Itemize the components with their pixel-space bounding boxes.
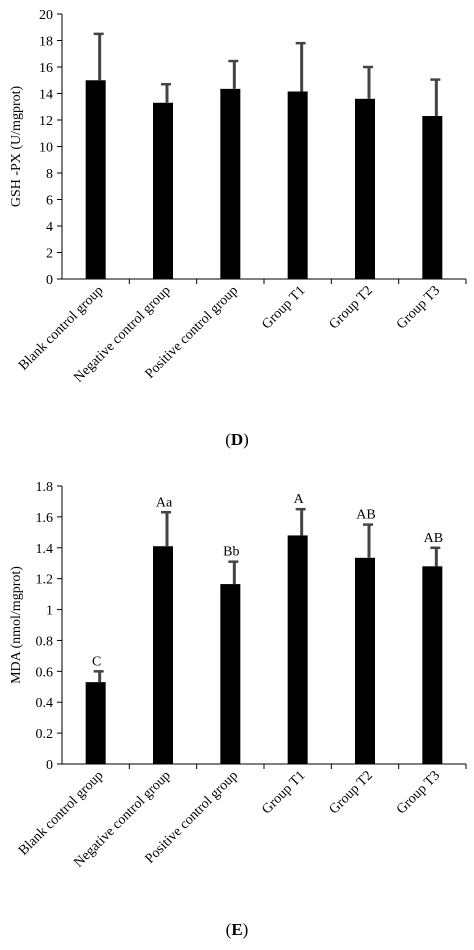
panel-e-bar (85, 682, 106, 764)
panel-d-y-tick-label: 18 (39, 35, 53, 50)
panel-d-bar (153, 102, 173, 280)
panel-d-y-tick-label: 10 (39, 141, 53, 156)
panel-e-y-tick-label: 1.4 (36, 542, 54, 557)
panel-d-y-tick-label: 8 (46, 167, 53, 182)
panel-label-e: (E) (225, 920, 249, 939)
panel-e-bar (355, 557, 375, 764)
panel-e-significance-label: AB (356, 508, 375, 523)
panel-d-category-label: Group T1 (259, 283, 308, 332)
panel-e-chart: 0 0.2 0.4 0.6 0.8 1 1.2 1.4 1.6 1.8 MDA (nmol/mgpr… (9, 480, 467, 871)
panel-e-y-tick-label: 0.8 (36, 634, 54, 649)
panel-e-y-tick-label: 1.2 (36, 573, 54, 588)
panel-e-category-label: Group T2 (327, 768, 376, 817)
panel-d-y-axis-title: GSH -PX (U/mgprot) (9, 86, 24, 208)
panel-e-category-label: Group T3 (394, 768, 443, 817)
panel-d-bar (287, 91, 308, 279)
panel-e-category-label: Group T1 (259, 768, 308, 817)
panel-d-y-tick-label: 0 (46, 273, 53, 288)
panel-d-bar (220, 88, 241, 279)
panel-e-y-tick-label: 1.6 (36, 511, 54, 526)
panel-d-y-tick-label: 2 (46, 247, 53, 262)
panel-e-significance-label: C (92, 654, 101, 669)
panel-e-y-tick-label: 0.2 (36, 727, 54, 742)
panel-e-significance-label: A (294, 492, 305, 507)
panel-e-bar (287, 535, 308, 764)
panel-label-e-letter: E (231, 920, 243, 939)
panel-d-category-label: Group T3 (394, 283, 443, 332)
panel-label-d-letter: D (230, 430, 244, 449)
panel-e-y-tick-label: 0.6 (36, 665, 54, 680)
panel-e-significance-label: AB (424, 531, 443, 546)
panel-d-bar (85, 80, 106, 279)
panel-d-y-tick-label: 12 (39, 114, 53, 129)
panel-e-y-tick-label: 1 (46, 604, 53, 619)
panel-e-bar (153, 546, 173, 764)
panel-d-y-tick-label: 20 (39, 8, 53, 23)
panel-d-bar (355, 98, 375, 279)
panel-e-y-tick-label: 0 (46, 758, 53, 773)
panel-e-bar (220, 584, 241, 764)
panel-e-significance-label: Bb (223, 545, 239, 560)
panel-d-category-label: Group T2 (327, 283, 376, 332)
panel-e-y-tick-label: 0.4 (36, 696, 54, 711)
panel-label-d: (D) (225, 430, 249, 449)
panel-d-y-tick-label: 14 (39, 88, 53, 103)
panel-d-y-tick-label: 6 (46, 194, 53, 209)
panel-d-bar (422, 116, 443, 280)
panel-e-bar (422, 566, 443, 764)
panel-d-y-tick-label: 4 (46, 220, 53, 235)
panel-e-y-tick-label: 1.8 (36, 480, 54, 495)
panel-e-y-axis-title: MDA (nmol/mgprot) (9, 566, 24, 684)
panel-e-significance-label: Aa (156, 495, 173, 510)
panel-d-y-tick-label: 16 (39, 61, 53, 76)
